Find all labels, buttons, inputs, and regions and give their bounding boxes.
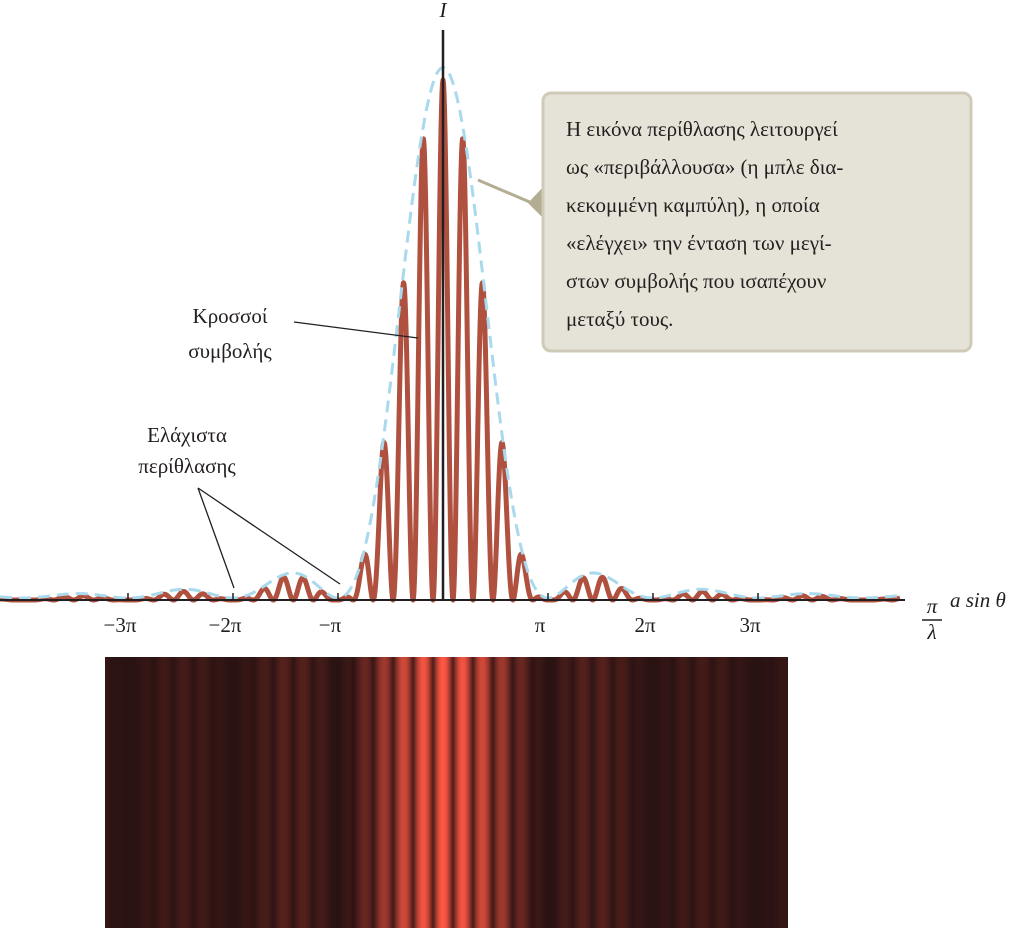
leader-line (197, 487, 341, 585)
callout-line: μεταξύ τους. (566, 307, 673, 331)
tick-label: 3π (739, 613, 761, 637)
tick-label: 2π (634, 613, 656, 637)
tick-label: π (535, 613, 546, 637)
fringes-label: Κροσσοί (193, 304, 268, 328)
callout-line: στων συμβολής που ισαπέχουν (566, 269, 826, 293)
minima-label: Ελάχιστα (147, 423, 227, 447)
x-label-rest: a sin θ (950, 588, 1006, 612)
fringes-label: συμβολής (188, 339, 272, 363)
callout-box (541, 91, 973, 353)
tick-label: −π (319, 613, 342, 637)
fringe-pattern (105, 657, 788, 928)
callout-line: ως «περιβάλλουσα» (η μπλε δια- (566, 155, 843, 179)
callout-text: Η εικόνα περίθλασης λειτουργεί ως «περιβά… (566, 117, 843, 331)
leader-line (197, 487, 235, 589)
x-label-den: λ (926, 620, 936, 644)
ticks: −3π −2π −π π 2π 3π (104, 593, 761, 637)
tick-label: −2π (209, 613, 242, 637)
callout-line: «ελέγχει» την ένταση των μεγί- (566, 231, 832, 255)
y-label: I (439, 0, 448, 22)
callout-pointer (528, 185, 545, 220)
leader-line (293, 321, 419, 339)
tick-label: −3π (104, 613, 137, 637)
callout-line: Η εικόνα περίθλασης λειτουργεί (566, 117, 838, 141)
minima-label: περίθλασης (138, 454, 236, 478)
diffraction-envelope (0, 66, 901, 600)
x-label-num: π (927, 594, 938, 618)
callout-pointer-line (477, 178, 533, 205)
callout-line: κεκομμένη καμπύλη), η οποία (566, 193, 820, 217)
